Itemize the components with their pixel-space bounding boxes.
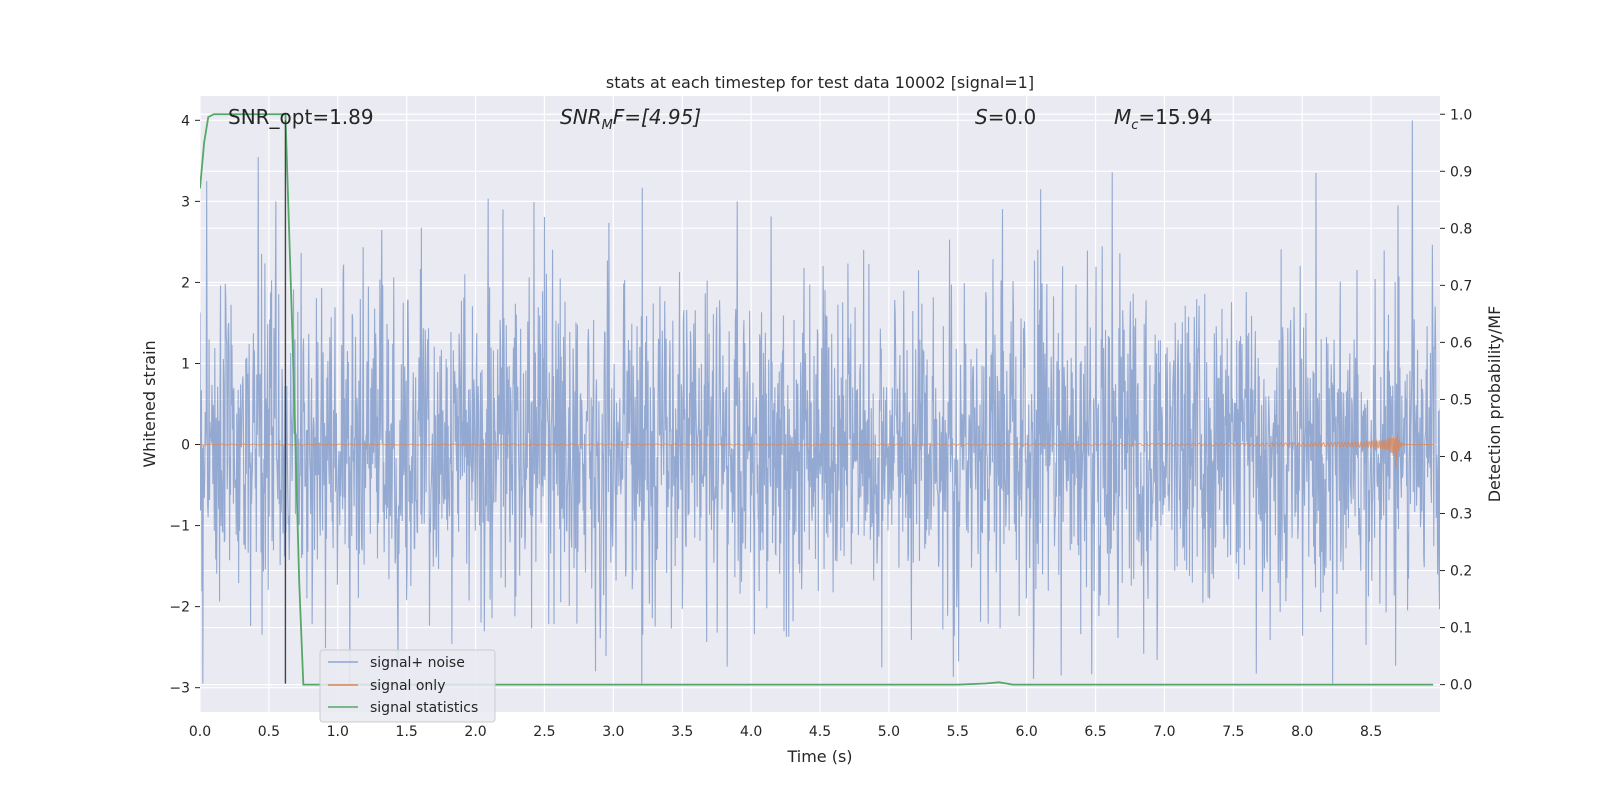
x-tick-label: 5.0 (878, 724, 900, 740)
legend-label-statistics: signal statistics (370, 700, 478, 716)
y-right-tick-label: 0.1 (1450, 621, 1472, 637)
x-tick-label: 6.5 (1084, 724, 1106, 740)
legend-label-noise: signal+ noise (370, 655, 465, 671)
y-right-tick-label: 0.2 (1450, 564, 1472, 580)
y-axis-right-label: Detection probability/MF (1485, 306, 1504, 503)
y-axis-left-label: Whitened strain (140, 340, 159, 467)
x-tick-label: 1.5 (396, 724, 418, 740)
y-right-tick-label: 1.0 (1450, 107, 1472, 123)
y-left-tick-label: 0 (181, 438, 190, 454)
y-left-tick-label: 1 (181, 356, 190, 372)
y-right-tick-label: 0.5 (1450, 392, 1472, 408)
annotation-snr-mf: SNRMF=[4.95] (560, 105, 701, 133)
x-tick-label: 3.5 (671, 724, 693, 740)
y-left-tick-label: −2 (169, 600, 190, 616)
y-right-tick-label: 0.7 (1450, 278, 1472, 294)
annotation-s: S=0.0 (975, 105, 1036, 129)
x-tick-label: 0.5 (258, 724, 280, 740)
y-right-tick-label: 0.0 (1450, 678, 1472, 694)
x-tick-label: 5.5 (947, 724, 969, 740)
x-tick-label: 2.5 (533, 724, 555, 740)
x-tick-label: 6.0 (1016, 724, 1038, 740)
annotations: SNR_opt=1.89 SNRMF=[4.95] S=0.0 Mc=15.94 (228, 105, 1212, 133)
y-left-tick-label: 2 (181, 275, 190, 291)
chart-title: stats at each timestep for test data 100… (606, 73, 1034, 92)
x-tick-label: 0.0 (189, 724, 211, 740)
series-signal-only (200, 433, 1434, 469)
y-right-tick-label: 0.3 (1450, 507, 1472, 523)
x-tick-label: 4.5 (809, 724, 831, 740)
x-tick-label: 8.0 (1291, 724, 1313, 740)
y-right-tick-label: 0.4 (1450, 449, 1472, 465)
x-axis-ticks: 0.0 0.5 1.0 1.5 2.0 2.5 3.0 3.5 4.0 4.5 5.0 5.5 6.0 6… (189, 724, 1382, 740)
x-tick-label: 2.0 (464, 724, 486, 740)
right-axis-ticks: 0.0 0.1 0.2 0.3 0.4 0.5 0.6 0.7 0.8 0.9 1.0 (1440, 107, 1472, 694)
left-axis-ticks: −3 −2 −1 0 1 2 3 4 (169, 113, 200, 697)
x-tick-label: 4.0 (740, 724, 762, 740)
annotation-mc: Mc=15.94 (1114, 105, 1212, 133)
x-tick-label: 7.0 (1153, 724, 1175, 740)
legend-label-signal: signal only (370, 678, 445, 694)
x-tick-label: 1.0 (327, 724, 349, 740)
x-tick-label: 8.5 (1360, 724, 1382, 740)
grid-lines (199, 96, 1440, 712)
x-axis-label: Time (s) (786, 747, 852, 766)
legend-box (319, 649, 496, 723)
y-left-tick-label: 4 (181, 113, 190, 129)
y-left-tick-label: −1 (169, 519, 190, 535)
y-left-tick-label: 3 (181, 194, 190, 210)
y-right-tick-label: 0.6 (1450, 335, 1472, 351)
annotation-snr-opt: SNR_opt=1.89 (228, 105, 374, 129)
plot-series (200, 113, 1440, 686)
x-tick-label: 3.0 (602, 724, 624, 740)
y-right-tick-label: 0.9 (1450, 164, 1472, 180)
x-tick-label: 7.5 (1222, 724, 1244, 740)
y-left-tick-label: −3 (169, 681, 190, 697)
legend: signal+ noise signal only signal statist… (319, 649, 496, 723)
series-signal-plus-noise (200, 120, 1440, 684)
y-right-tick-label: 0.8 (1450, 221, 1472, 237)
